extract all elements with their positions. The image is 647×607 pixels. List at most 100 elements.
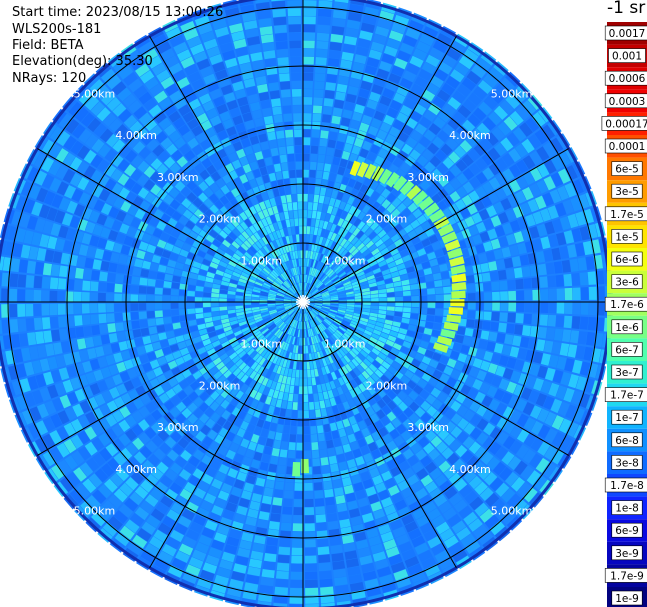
beta-cell bbox=[555, 315, 565, 328]
beta-cell bbox=[561, 329, 572, 343]
beta-cell bbox=[321, 275, 328, 283]
beta-cell bbox=[421, 221, 432, 231]
beta-cell bbox=[338, 299, 347, 302]
beta-cell bbox=[304, 274, 306, 283]
beta-cell bbox=[493, 248, 504, 260]
beta-cell bbox=[378, 309, 387, 315]
beta-cell bbox=[471, 212, 483, 224]
beta-cell bbox=[489, 89, 504, 104]
beta-cell bbox=[482, 320, 491, 331]
beta-cell bbox=[414, 123, 427, 135]
beta-cell bbox=[483, 311, 492, 321]
beta-cell bbox=[362, 298, 371, 302]
beta-cell bbox=[330, 306, 338, 310]
beta-cell bbox=[462, 181, 475, 194]
beta-cell bbox=[442, 54, 457, 68]
beta-cell bbox=[377, 313, 386, 319]
beta-cell bbox=[314, 299, 323, 302]
beta-cell bbox=[349, 153, 359, 163]
beta-cell bbox=[519, 122, 533, 137]
beta-cell bbox=[532, 238, 543, 251]
beta-cell bbox=[548, 382, 560, 397]
beta-cell bbox=[381, 188, 391, 199]
beta-cell bbox=[303, 282, 305, 291]
beta-cell bbox=[393, 223, 403, 233]
beta-cell bbox=[386, 310, 395, 316]
beta-cell bbox=[346, 306, 355, 310]
beta-cell bbox=[313, 305, 322, 309]
beta-cell bbox=[310, 287, 317, 294]
beta-cell bbox=[385, 315, 394, 321]
beta-cell bbox=[454, 62, 470, 76]
beta-cell bbox=[431, 329, 441, 338]
beta-cell bbox=[310, 276, 314, 284]
beta-cell bbox=[521, 228, 532, 241]
beta-cell bbox=[402, 70, 417, 83]
beta-cell bbox=[426, 315, 435, 322]
beta-cell bbox=[571, 228, 583, 243]
beta-cell bbox=[465, 134, 479, 148]
beta-cell bbox=[362, 236, 371, 246]
beta-cell bbox=[532, 211, 544, 225]
beta-cell bbox=[328, 287, 336, 292]
beta-cell bbox=[529, 363, 540, 377]
beta-cell bbox=[396, 202, 407, 213]
beta-cell bbox=[468, 162, 481, 176]
beta-cell bbox=[388, 72, 402, 85]
beta-cell bbox=[353, 251, 362, 259]
beta-cell bbox=[330, 298, 339, 301]
beta-cell bbox=[389, 266, 398, 273]
beta-cell bbox=[336, 191, 344, 201]
beta-cell bbox=[525, 349, 536, 362]
beta-cell bbox=[493, 142, 507, 157]
beta-cell bbox=[340, 249, 348, 258]
beta-cell bbox=[563, 387, 575, 403]
beta-cell bbox=[339, 273, 348, 280]
beta-cell bbox=[419, 33, 435, 47]
beta-cell bbox=[421, 61, 437, 75]
beta-cell bbox=[309, 169, 316, 178]
beta-cell bbox=[404, 335, 414, 343]
beta-cell bbox=[361, 224, 370, 233]
beta-cell bbox=[332, 263, 340, 271]
beta-cell bbox=[572, 302, 581, 315]
beta-cell bbox=[376, 68, 390, 80]
beta-cell bbox=[515, 105, 530, 121]
beta-cell bbox=[362, 140, 373, 151]
beta-cell bbox=[378, 60, 393, 72]
beta-cell bbox=[523, 278, 532, 289]
beta-cell bbox=[312, 202, 318, 211]
beta-cell bbox=[502, 168, 515, 182]
beta-cell bbox=[306, 226, 311, 235]
beta-cell bbox=[397, 131, 410, 143]
beta-cell bbox=[429, 336, 439, 345]
beta-cell bbox=[303, 40, 315, 49]
beta-cell bbox=[393, 238, 404, 248]
colorbar-label: 0.0003 bbox=[609, 96, 646, 108]
beta-cell bbox=[494, 225, 506, 238]
beta-cell bbox=[397, 333, 406, 340]
beta-cell bbox=[316, 271, 323, 279]
beta-cell bbox=[410, 83, 425, 96]
beta-cell bbox=[321, 308, 330, 312]
beta-cell bbox=[433, 68, 449, 82]
beta-cell bbox=[414, 241, 424, 251]
beta-cell bbox=[490, 238, 501, 250]
beta-cell bbox=[327, 57, 340, 67]
beta-cell bbox=[396, 243, 407, 253]
beta-cell bbox=[339, 259, 348, 267]
beta-cell bbox=[572, 359, 583, 374]
beta-cell bbox=[570, 196, 582, 212]
beta-cell bbox=[368, 260, 378, 267]
beta-cell bbox=[313, 194, 320, 203]
beta-cell bbox=[324, 279, 332, 286]
beta-cell bbox=[399, 104, 413, 117]
beta-cell bbox=[436, 33, 453, 47]
beta-cell bbox=[336, 83, 348, 93]
beta-cell bbox=[312, 251, 316, 260]
beta-cell bbox=[577, 257, 587, 271]
beta-cell bbox=[389, 247, 399, 256]
beta-cell bbox=[478, 208, 490, 221]
beta-cell bbox=[512, 205, 524, 219]
beta-cell bbox=[442, 103, 456, 117]
